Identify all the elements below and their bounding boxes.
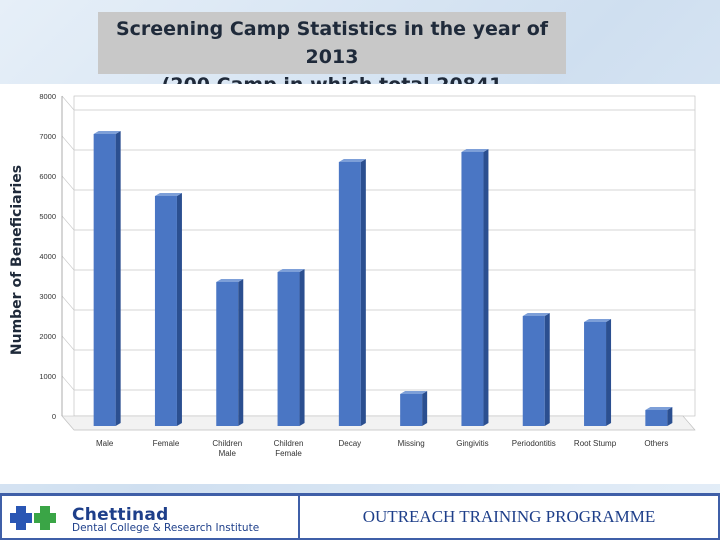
bar (400, 394, 423, 426)
gridline-side (61, 135, 75, 151)
bar (584, 322, 607, 426)
y-tick-label: 4000 (39, 252, 56, 261)
bar-top (154, 193, 182, 196)
bar-side (238, 279, 244, 426)
program-title: OUTREACH TRAINING PROGRAMME (300, 496, 718, 538)
bar-side (667, 407, 673, 426)
x-tick-label: Female (153, 439, 180, 448)
bar-chart: 0 1000 2000 3000 4000 5000 6000 7000 8000 Male Fem… (39, 92, 696, 458)
brand-name: Chettinad (72, 505, 169, 525)
chettinad-logo-icon (10, 506, 56, 530)
bar (461, 152, 484, 426)
bar (277, 272, 300, 426)
bar-side (483, 149, 489, 426)
y-tick-label: 5000 (39, 212, 56, 221)
bar-side (176, 193, 182, 426)
x-tick-label: Missing (398, 439, 425, 448)
bar-side (115, 131, 121, 426)
gridline-side (61, 255, 75, 271)
bar-top (584, 319, 612, 322)
y-tick-label: 3000 (39, 292, 56, 301)
gridline-side (61, 95, 75, 111)
bar (338, 162, 361, 426)
x-tick-label: Periodontitis (512, 439, 556, 448)
bar-side (544, 313, 550, 426)
bar-top (522, 313, 550, 316)
y-tick-label: 8000 (39, 92, 56, 101)
bar (154, 196, 177, 426)
x-tick-label: Children Male (212, 439, 242, 458)
y-tick-label: 2000 (39, 332, 56, 341)
bar-side (422, 391, 428, 426)
chart-title-box: Screening Camp Statistics in the year of… (98, 12, 566, 124)
bar-side (606, 319, 612, 426)
x-tick-label: Gingivitis (456, 439, 488, 448)
bar-side (360, 159, 366, 426)
bar-top (645, 407, 673, 410)
x-tick-label: Children Female (274, 439, 304, 458)
chart-title-line-1: Screening Camp Statistics in the year of… (115, 18, 549, 68)
gridline-side (61, 335, 75, 351)
gridline-side (61, 215, 75, 231)
gridline-side (61, 175, 75, 191)
y-tick-label: 6000 (39, 172, 56, 181)
bar-side (299, 269, 305, 426)
bar (522, 316, 545, 426)
x-tick-label: Decay (339, 439, 362, 448)
bar-top (461, 149, 489, 152)
x-tick-label: Others (644, 439, 668, 448)
gridline-side (61, 415, 75, 431)
bar-top (277, 269, 305, 272)
brand-subtitle: Dental College & Research Institute (72, 522, 260, 534)
bar (216, 282, 239, 426)
y-tick-label: 1000 (39, 372, 56, 381)
bar-top (216, 279, 244, 282)
bar (93, 134, 116, 426)
x-tick-label: Root Stump (574, 439, 617, 448)
gridline-side (61, 295, 75, 311)
y-tick-label: 7000 (39, 132, 56, 141)
gridline-side (61, 375, 75, 391)
bar-top (338, 159, 366, 162)
bar-top (93, 131, 121, 134)
y-tick-label: 0 (52, 412, 56, 421)
bar-top (400, 391, 428, 394)
bar (645, 410, 668, 426)
x-tick-label: Male (96, 439, 114, 448)
